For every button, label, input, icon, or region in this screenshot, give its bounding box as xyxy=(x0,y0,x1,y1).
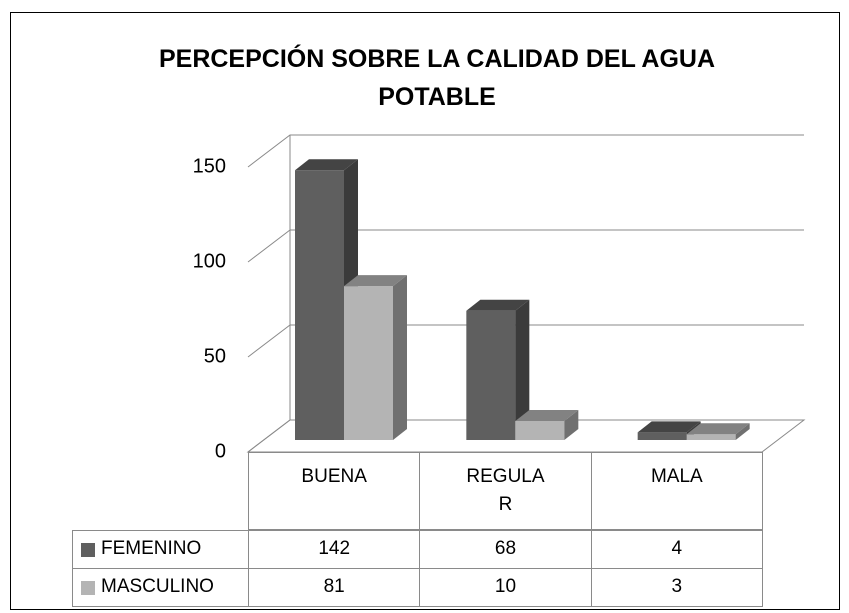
bar-side xyxy=(393,275,407,440)
y-tick-label: 50 xyxy=(204,345,226,367)
bar-side xyxy=(735,423,750,440)
bar-front xyxy=(344,286,393,440)
table-value: 3 xyxy=(590,568,763,607)
y-tick-label: 150 xyxy=(193,155,226,177)
table-value: 68 xyxy=(419,530,592,569)
legend-cell: FEMENINO xyxy=(72,530,249,569)
category-cell: BUENA xyxy=(248,452,421,530)
legend-cell: MASCULINO xyxy=(72,568,249,607)
category-cell: MALA xyxy=(590,452,763,530)
bar xyxy=(466,299,530,440)
bar xyxy=(515,410,579,440)
bar-side xyxy=(515,299,530,440)
legend-label: MASCULINO xyxy=(101,576,214,597)
chart-border xyxy=(10,12,840,610)
legend-label: FEMENINO xyxy=(101,538,202,559)
bar-top xyxy=(637,421,701,433)
bar-top xyxy=(344,275,407,287)
legend-key xyxy=(81,543,95,557)
bar-top xyxy=(466,299,530,311)
chart-title: PERCEPCIÓN SOBRE LA CALIDAD DEL AGUA POT… xyxy=(158,45,716,111)
bar xyxy=(686,423,750,440)
table-value: 4 xyxy=(590,530,763,569)
bar xyxy=(344,275,407,440)
table-value: 142 xyxy=(248,530,421,569)
x-tick-label: BUENA xyxy=(301,466,367,487)
y-tick-label: 100 xyxy=(193,250,226,272)
bar-front xyxy=(686,434,736,440)
y-tick-label: 0 xyxy=(215,440,226,462)
bar-top xyxy=(515,410,579,421)
x-tick-label: MALA xyxy=(650,466,703,487)
bar-front xyxy=(295,170,344,440)
table-value: 81 xyxy=(248,568,421,607)
bar-top xyxy=(295,159,358,171)
x-tick-label: REGULAR xyxy=(466,466,545,515)
category-cell: REGULAR xyxy=(419,452,592,530)
legend-key xyxy=(81,581,95,595)
table-value: 10 xyxy=(419,568,592,607)
bar-side xyxy=(564,410,579,440)
bar-top xyxy=(686,423,750,435)
bar-front xyxy=(466,310,516,440)
bar-front xyxy=(515,421,565,440)
bar-front xyxy=(637,432,687,440)
